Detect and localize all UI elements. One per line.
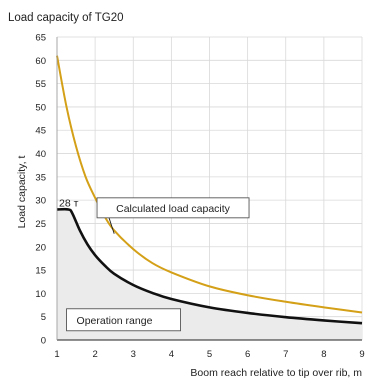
x-axis-label: Boom reach relative to tip over rib, m xyxy=(190,367,362,379)
operation-range-area xyxy=(57,209,362,340)
chart-title: Load capacity of TG20 xyxy=(8,12,124,24)
axes xyxy=(56,37,362,341)
series-line-1 xyxy=(56,55,363,314)
x-tick-label: 4 xyxy=(169,349,174,360)
x-tick-label: 8 xyxy=(321,349,326,360)
y-tick-label: 40 xyxy=(35,149,46,160)
callout-label: Calculated load capacity xyxy=(116,203,231,215)
series-group xyxy=(56,55,363,325)
annotations: Calculated load capacity Operation range 2… xyxy=(59,197,250,332)
y-axis-label: Load capacity, t xyxy=(16,156,28,229)
y-tick-label: 5 xyxy=(41,312,46,323)
peak-value-label: 28 т xyxy=(59,197,79,209)
operation-range-box xyxy=(66,308,181,332)
y-tick-label: 35 xyxy=(35,172,46,183)
callout-leader-line xyxy=(108,217,115,234)
callout-box xyxy=(96,197,250,219)
operation-range-label: Operation range xyxy=(77,315,153,327)
x-tick-label: 6 xyxy=(245,349,250,360)
y-tick-label: 50 xyxy=(35,102,46,113)
y-tick-label: 65 xyxy=(35,33,46,44)
x-tick-label: 5 xyxy=(207,349,212,360)
y-tick-label: 0 xyxy=(41,336,46,347)
y-tick-label: 55 xyxy=(35,79,46,90)
y-tick-label: 60 xyxy=(35,56,46,67)
x-tick-label: 1 xyxy=(54,349,59,360)
y-tick-label: 10 xyxy=(35,289,46,300)
y-tick-label: 20 xyxy=(35,242,46,253)
x-tick-label: 9 xyxy=(359,349,364,360)
y-tick-label: 30 xyxy=(35,196,46,207)
y-tick-label: 25 xyxy=(35,219,46,230)
y-tick-label: 45 xyxy=(35,126,46,137)
y-tick-label: 15 xyxy=(35,266,46,277)
x-tick-label: 7 xyxy=(283,349,288,360)
x-tick-label: 3 xyxy=(131,349,136,360)
series-line-2 xyxy=(56,207,363,325)
x-tick-label: 2 xyxy=(92,349,97,360)
